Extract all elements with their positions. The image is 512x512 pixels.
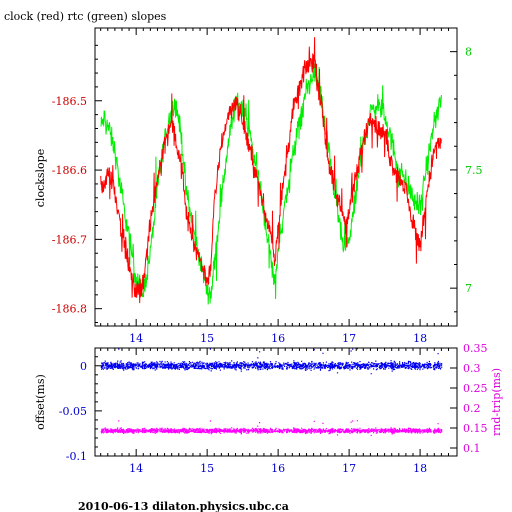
bottom-y2-axis-label: rnd-trip(ms) — [490, 368, 503, 436]
bottom-panel: 14 15 16 17 18 -0.1 -0.05 0 0.1 0.15 0.2 0.25 0.3 0.3… — [34, 342, 503, 475]
bottom-series-layer — [100, 348, 443, 437]
round-trip-points — [100, 420, 443, 437]
bottom-y-tick-label: -0.1 — [66, 450, 87, 463]
bottom-y-axis-label: offset(ms) — [34, 374, 47, 430]
footer-label: 2010-06-13 dilaton.physics.ubc.ca — [78, 500, 289, 512]
bottom-y-tick-label: -0.05 — [59, 405, 87, 418]
bottom-axes-layer: 14 15 16 17 18 -0.1 -0.05 0 0.1 0.15 0.2 0.25 0.3 0.3… — [59, 342, 488, 475]
top-y-tick-label: -186.6 — [52, 164, 87, 177]
top-axes-layer: 14 15 16 17 18 -186.8 -186.7 -186.6 -186.5 7 7.5 8 — [52, 27, 483, 345]
top-plot-frame — [94, 27, 458, 327]
bottom-y2-tick-label: 0.15 — [463, 422, 488, 435]
top-panel: 14 15 16 17 18-186.8-186.7-186.6-186.577.58 … — [34, 27, 483, 345]
bottom-x-tick-label: 14 — [129, 462, 143, 475]
clock-slope-series — [100, 37, 442, 304]
top-x-tick-label: 14 — [129, 332, 143, 345]
top-x-tick-label: 18 — [413, 332, 427, 345]
top-y2-tick-label: 7.5 — [465, 164, 483, 177]
top-y-tick-label: -186.7 — [52, 233, 87, 246]
bottom-y-tick-label: 0 — [80, 360, 87, 373]
bottom-x-tick-label: 16 — [271, 462, 285, 475]
bottom-y2-tick-label: 0.1 — [463, 442, 481, 455]
bottom-y2-tick-label: 0.2 — [463, 402, 481, 415]
chart-title: clock (red) rtc (green) slopes — [4, 10, 167, 23]
top-series-layer — [100, 37, 442, 305]
bottom-x-tick-label: 15 — [200, 462, 214, 475]
top-y-tick-label: -186.8 — [52, 303, 87, 316]
bottom-x-tick-label: 17 — [342, 462, 356, 475]
bottom-y2-tick-label: 0.3 — [463, 362, 481, 375]
top-x-tick-label: 17 — [342, 332, 356, 345]
bottom-y2-tick-label: 0.25 — [463, 382, 488, 395]
bottom-y2-tick-label: 0.35 — [463, 342, 488, 355]
top-y-axis-label: clockslope — [34, 149, 47, 207]
offset-points — [100, 348, 443, 375]
top-y2-tick-label: 7 — [465, 282, 472, 295]
top-y2-tick-label: 8 — [465, 46, 472, 59]
top-y-tick-label: -186.5 — [52, 95, 87, 108]
top-x-tick-label: 16 — [271, 332, 285, 345]
top-x-tick-label: 15 — [200, 332, 214, 345]
bottom-x-tick-label: 18 — [413, 462, 427, 475]
